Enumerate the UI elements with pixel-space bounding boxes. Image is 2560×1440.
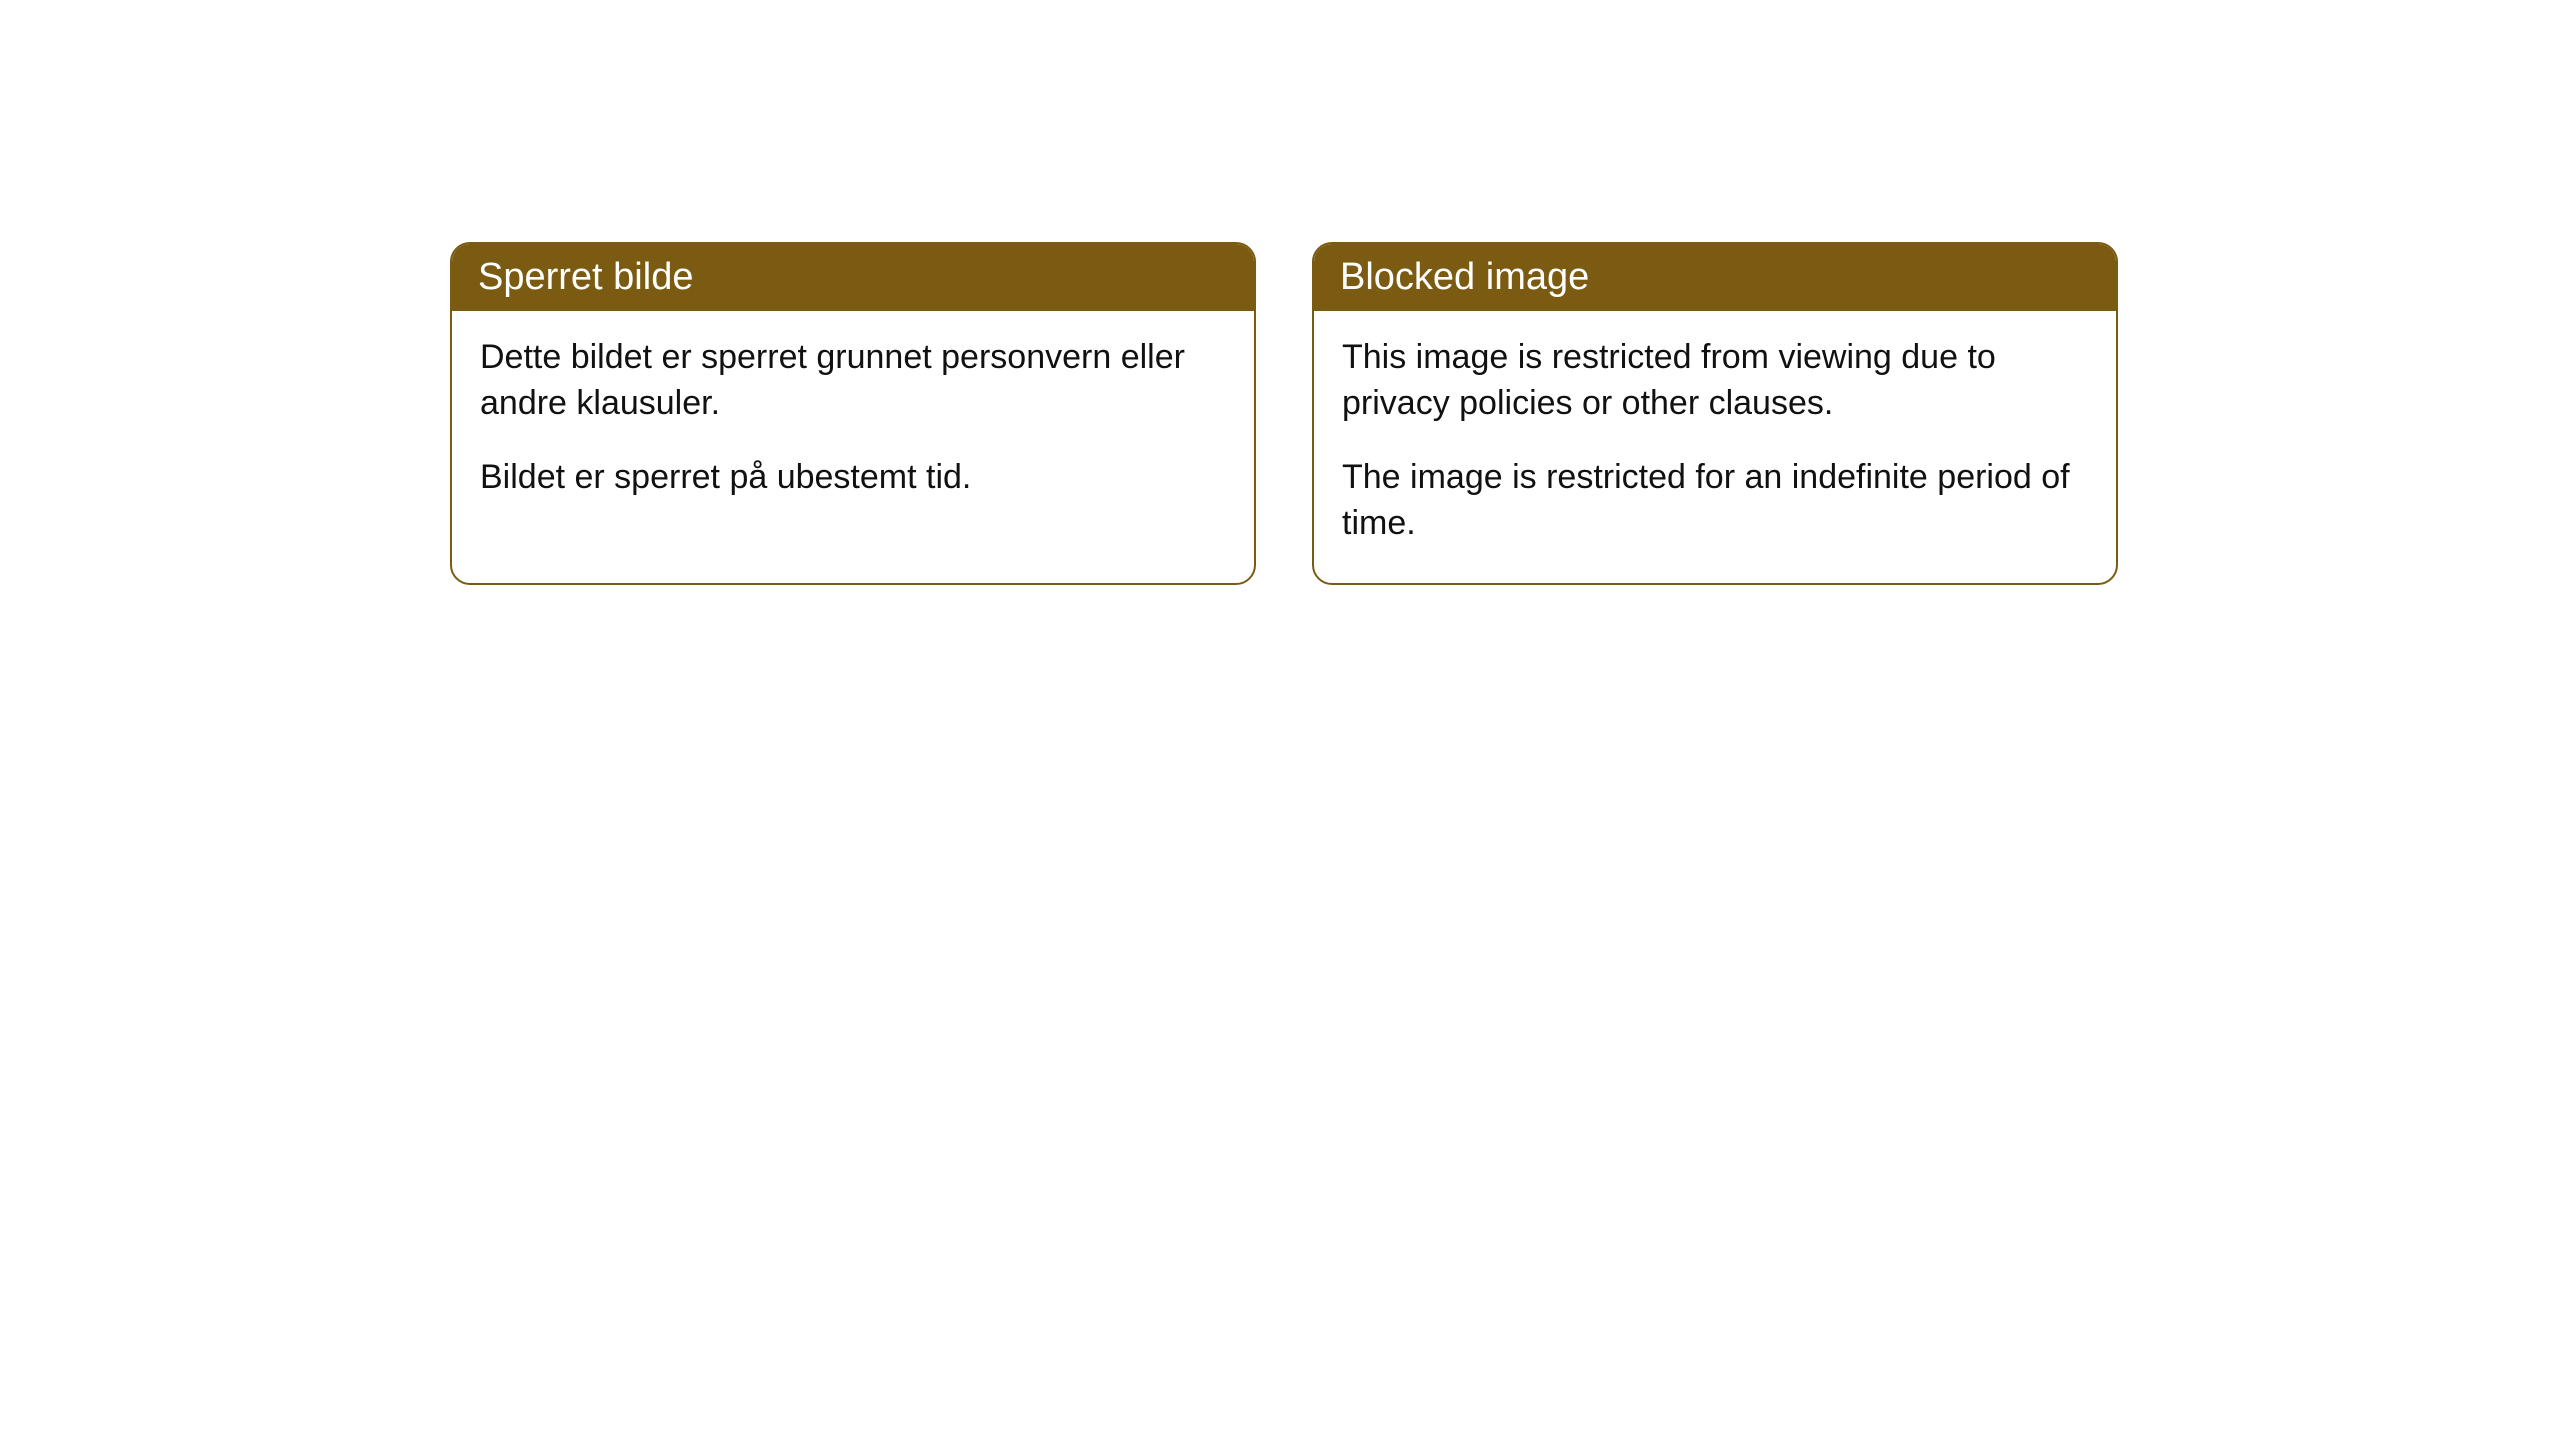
card-body-en: This image is restricted from viewing du…: [1314, 311, 2116, 583]
blocked-image-cards-container: Sperret bilde Dette bildet er sperret gr…: [450, 242, 2118, 585]
card-header-no: Sperret bilde: [452, 244, 1254, 311]
blocked-image-card-en: Blocked image This image is restricted f…: [1312, 242, 2118, 585]
card-body-no: Dette bildet er sperret grunnet personve…: [452, 311, 1254, 537]
card-title-en: Blocked image: [1340, 256, 1589, 298]
card-paragraph-no-1: Dette bildet er sperret grunnet personve…: [480, 335, 1226, 427]
card-paragraph-en-2: The image is restricted for an indefinit…: [1342, 455, 2088, 547]
card-paragraph-en-1: This image is restricted from viewing du…: [1342, 335, 2088, 427]
blocked-image-card-no: Sperret bilde Dette bildet er sperret gr…: [450, 242, 1256, 585]
card-header-en: Blocked image: [1314, 244, 2116, 311]
card-title-no: Sperret bilde: [478, 256, 693, 298]
card-paragraph-no-2: Bildet er sperret på ubestemt tid.: [480, 455, 1226, 501]
